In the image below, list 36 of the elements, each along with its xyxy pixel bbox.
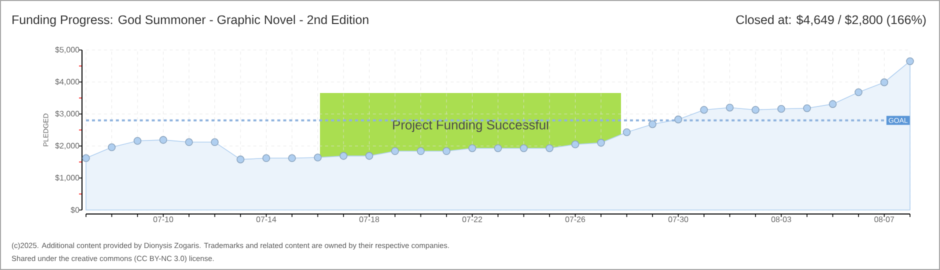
point [622,128,631,136]
point [314,154,322,162]
point [520,144,528,152]
point [416,147,425,156]
point [210,138,219,146]
point [442,147,450,156]
point [82,154,90,162]
point [597,138,605,147]
point [391,147,399,156]
point [546,144,554,152]
point [134,136,142,145]
point [185,138,193,146]
point [494,144,502,152]
point [236,156,244,164]
point [906,57,914,66]
point [468,144,476,152]
point [262,154,270,162]
point [803,104,811,112]
point [288,154,296,162]
point [674,116,682,124]
point [880,78,888,86]
point [828,100,837,108]
point [365,152,374,160]
point [648,120,656,128]
chart-subtitle: Closed at: $4,649 / $2,800 (166%) [736,14,926,27]
point [159,136,168,144]
point [340,152,348,160]
point [700,106,708,114]
chart-title: Funding Progress: God Summoner - Graphic Novel - 2nd Edition [12,14,368,27]
point [777,104,786,113]
point [854,88,862,96]
point [752,106,760,114]
point [108,143,116,152]
annotation: Project Funding Successful [393,120,548,132]
point [726,104,734,112]
point [571,140,580,148]
